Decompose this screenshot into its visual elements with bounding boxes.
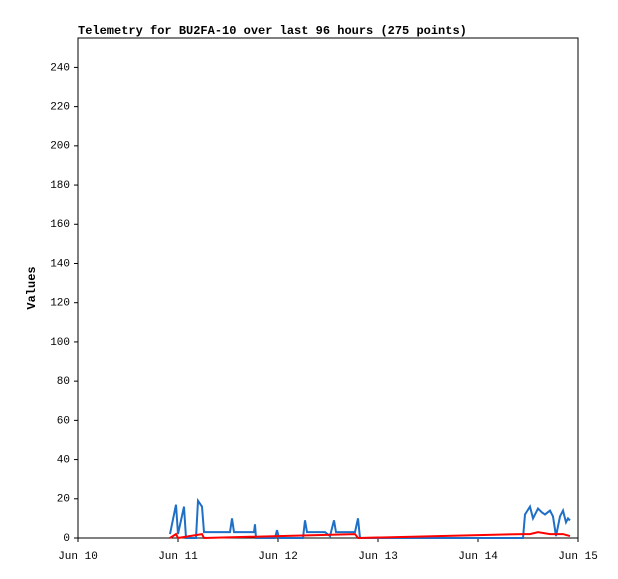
y-tick-label: 160: [50, 219, 70, 231]
x-tick-label: Jun 11: [158, 551, 198, 563]
x-tick-label: Jun 13: [358, 551, 398, 563]
chart-title: Telemetry for BU2FA-10 over last 96 hour…: [78, 24, 467, 38]
series-line: [169, 497, 571, 539]
y-tick-label: 0: [63, 533, 70, 545]
y-tick-label: 180: [50, 180, 70, 192]
y-tick-label: 40: [57, 454, 70, 466]
y-tick-label: 120: [50, 298, 70, 310]
y-axis-label: Values: [25, 266, 39, 309]
x-tick-label: Jun 14: [458, 551, 498, 563]
y-tick-label: 140: [50, 258, 70, 270]
y-tick-label: 200: [50, 141, 70, 153]
plot-frame: [77, 37, 579, 539]
y-tick-label: 80: [57, 376, 70, 388]
y-tick-label: 20: [57, 494, 70, 506]
x-tick-label: Jun 10: [58, 551, 98, 563]
x-tick-label: Jun 12: [258, 551, 298, 563]
y-tick-label: 100: [50, 337, 70, 349]
y-tick-label: 240: [50, 62, 70, 74]
y-tick-label: 220: [50, 102, 70, 114]
y-tick-label: 60: [57, 415, 70, 427]
x-tick-label: Jun 15: [558, 551, 598, 563]
series-line: [169, 531, 571, 540]
